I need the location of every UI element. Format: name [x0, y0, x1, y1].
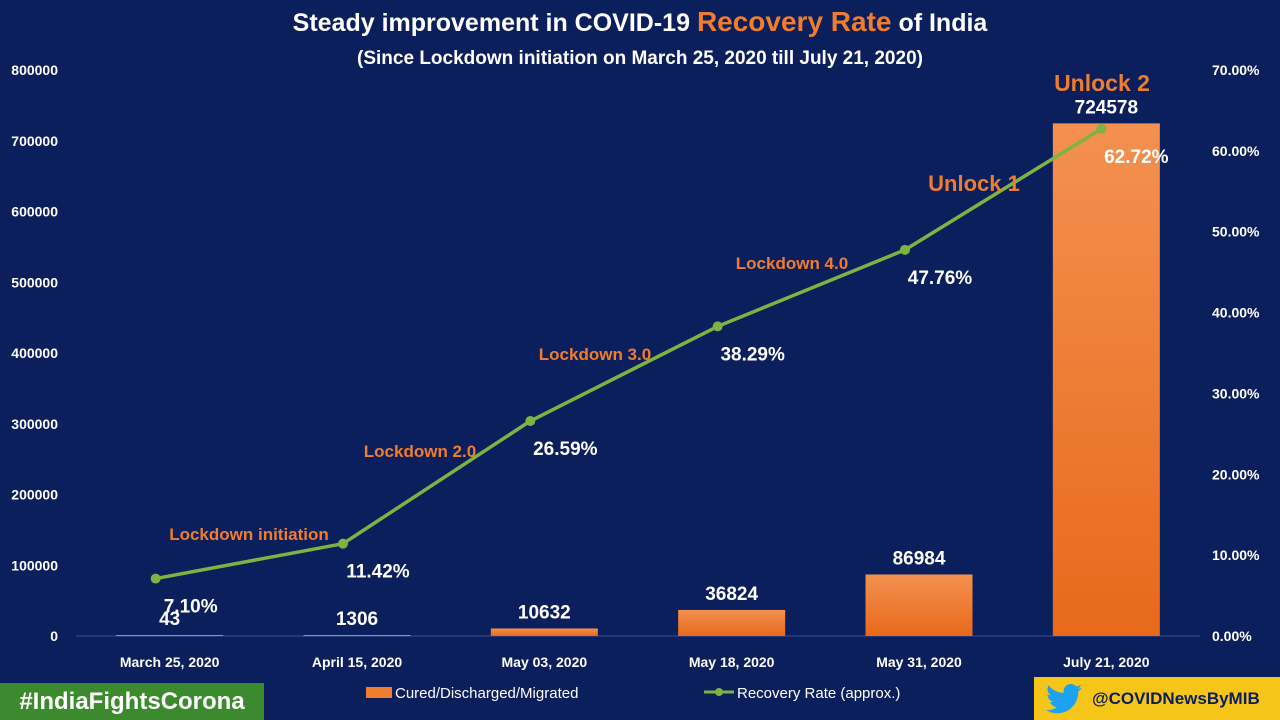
phase-annotation: Lockdown 3.0 [539, 345, 651, 364]
bar [865, 574, 973, 636]
y-left-tick-label: 600000 [11, 204, 58, 220]
recovery-rate-label: 47.76% [908, 268, 973, 289]
hashtag-banner: #IndiaFightsCorona [0, 683, 264, 720]
twitter-handle-banner[interactable]: @COVIDNewsByMIB [1034, 677, 1280, 720]
y-right-tick-label: 50.00% [1212, 224, 1260, 240]
legend-bar-label: Cured/Discharged/Migrated [395, 685, 578, 702]
y-left-tick-label: 400000 [11, 345, 58, 361]
title-part-2: of India [891, 9, 988, 37]
y-right-tick-label: 20.00% [1212, 466, 1260, 482]
y-left-tick-label: 300000 [11, 416, 58, 432]
recovery-rate-label: 62.72% [1104, 147, 1169, 168]
bar-value-label: 10632 [518, 602, 571, 623]
recovery-rate-point [338, 538, 348, 549]
y-left-tick-label: 0 [50, 628, 58, 644]
title-part-1: Steady improvement in COVID-19 [292, 9, 697, 37]
y-left-tick-label: 200000 [11, 487, 58, 503]
recovery-rate-point [712, 321, 723, 332]
phase-annotation: Lockdown 2.0 [364, 442, 476, 461]
recovery-rate-point [900, 244, 910, 255]
x-tick-label: May 18, 2020 [689, 654, 775, 670]
x-tick-label: July 21, 2020 [1063, 654, 1150, 670]
chart-subtitle: (Since Lockdown initiation on March 25, … [357, 48, 923, 69]
x-tick-label: May 31, 2020 [876, 654, 962, 670]
title-highlight: Recovery Rate [696, 6, 892, 37]
bar [1052, 123, 1160, 636]
y-left-tick-label: 100000 [11, 557, 58, 573]
x-tick-label: March 25, 2020 [120, 654, 220, 670]
legend-bar-swatch [366, 687, 392, 698]
recovery-rate-label: 7.10% [164, 597, 218, 618]
bar-value-label: 43 [159, 609, 180, 630]
twitter-bird-icon [1046, 683, 1082, 713]
phase-annotation: Unlock 2 [1054, 70, 1150, 96]
bar [678, 609, 786, 636]
bar-value-label: 724578 [1075, 97, 1138, 118]
recovery-rate-label: 38.29% [720, 344, 785, 365]
recovery-rate-line [155, 127, 1103, 581]
bar [116, 635, 224, 636]
y-right-tick-label: 0.00% [1212, 628, 1252, 644]
x-tick-label: May 03, 2020 [502, 654, 588, 670]
bar-value-label: 1306 [336, 609, 378, 630]
y-right-tick-label: 60.00% [1212, 143, 1260, 159]
y-right-tick-label: 30.00% [1212, 385, 1260, 401]
y-right-tick-label: 40.00% [1212, 305, 1260, 321]
legend-line-marker [715, 688, 723, 696]
chart-title: Steady improvement in COVID-19 Recovery … [0, 6, 1280, 38]
legend-line-label: Recovery Rate (approx.) [737, 685, 900, 702]
twitter-handle: @COVIDNewsByMIB [1092, 688, 1260, 708]
y-right-tick-label: 70.00% [1212, 62, 1260, 78]
bar [303, 635, 411, 636]
recovery-rate-label: 11.42% [346, 562, 409, 583]
y-left-tick-label: 700000 [11, 133, 58, 149]
bar [490, 628, 598, 636]
y-left-tick-label: 800000 [11, 62, 58, 78]
y-left-tick-label: 500000 [11, 274, 58, 290]
phase-annotation: Unlock 1 [928, 171, 1020, 196]
x-tick-label: April 15, 2020 [312, 654, 402, 670]
phase-annotation: Lockdown initiation [169, 525, 329, 544]
y-right-tick-label: 10.00% [1212, 547, 1260, 563]
bar-value-label: 36824 [705, 584, 758, 605]
recovery-rate-point [1096, 123, 1107, 134]
recovery-rate-label: 26.59% [533, 439, 598, 460]
bar-value-label: 86984 [893, 548, 946, 569]
recovery-rate-point [525, 416, 536, 427]
recovery-rate-point [150, 573, 161, 584]
phase-annotation: Lockdown 4.0 [736, 254, 848, 273]
